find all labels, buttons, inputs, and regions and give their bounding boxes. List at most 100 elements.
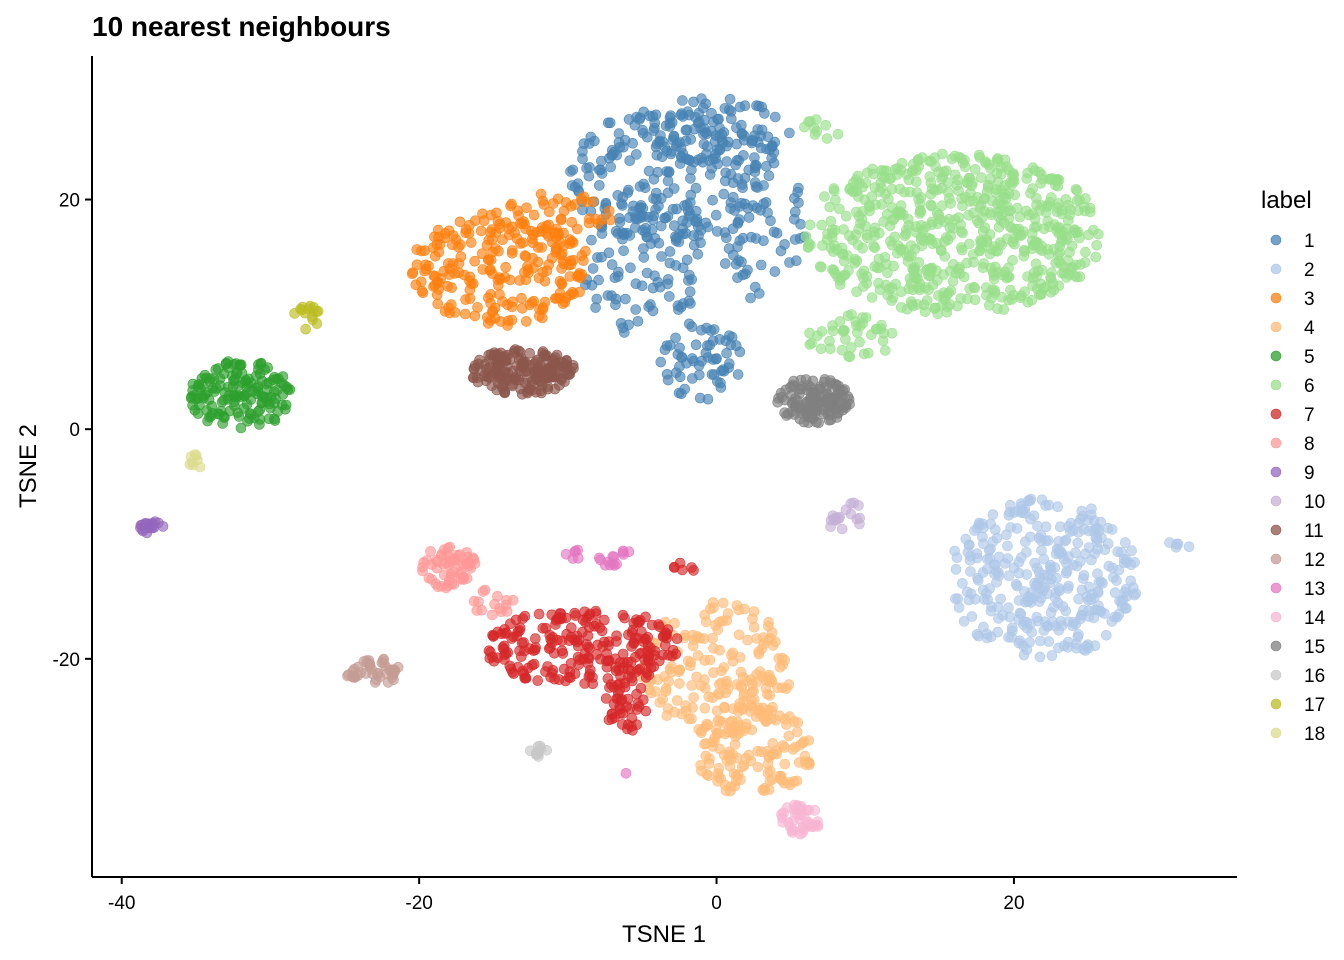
x-axis-ticks: -40 -20 0 20 (108, 877, 1025, 914)
point-label-17 (308, 302, 319, 313)
point-label-4 (738, 690, 750, 702)
point-label-1 (655, 220, 667, 232)
legend-key-1 (1270, 234, 1282, 246)
legend-label-17: 17 (1304, 695, 1325, 716)
point-label-1 (790, 255, 802, 267)
point-label-4 (783, 730, 795, 742)
point-label-6 (918, 299, 930, 311)
point-label-2 (1092, 568, 1103, 580)
legend-key-18 (1270, 727, 1282, 739)
point-label-3 (502, 320, 513, 331)
point-label-15 (813, 417, 824, 429)
point-label-11 (472, 376, 484, 388)
point-label-3 (571, 223, 583, 235)
point-label-1 (746, 137, 758, 149)
point-label-1 (589, 135, 600, 147)
point-label-5 (251, 382, 262, 394)
point-label-6 (804, 219, 816, 231)
point-label-1 (721, 347, 732, 359)
point-label-2 (1103, 560, 1115, 572)
point-label-3 (490, 227, 502, 238)
point-label-3 (556, 248, 568, 259)
point-label-7 (528, 658, 540, 670)
point-label-2 (1015, 552, 1027, 563)
point-label-3 (603, 205, 615, 217)
point-label-5 (261, 378, 272, 390)
point-label-3 (555, 237, 566, 249)
point-label-8 (473, 596, 484, 608)
legend-key-17 (1270, 698, 1282, 710)
point-label-7 (569, 634, 580, 646)
point-label-15 (826, 377, 837, 389)
point-label-2 (1038, 553, 1050, 565)
point-label-11 (550, 370, 561, 382)
point-label-2 (1076, 584, 1088, 596)
point-label-2 (1010, 578, 1022, 590)
point-label-7 (653, 655, 665, 667)
point-label-6 (974, 152, 986, 163)
point-label-6 (984, 248, 996, 260)
point-label-1 (683, 210, 695, 222)
point-label-5 (204, 411, 215, 423)
point-label-6 (836, 344, 848, 356)
point-label-1 (635, 210, 647, 221)
legend-label-15: 15 (1304, 637, 1325, 658)
point-label-7 (688, 565, 699, 576)
point-label-6 (1072, 226, 1084, 238)
point-label-15 (787, 396, 799, 408)
point-label-7 (598, 614, 610, 626)
point-label-5 (241, 387, 253, 399)
point-label-3 (466, 278, 477, 290)
point-label-2 (953, 602, 965, 613)
point-label-2 (1035, 635, 1046, 647)
point-label-5 (188, 390, 200, 401)
point-label-1 (750, 233, 762, 244)
point-label-1 (702, 393, 714, 405)
point-label-1 (660, 120, 672, 131)
point-label-6 (844, 351, 856, 363)
point-label-4 (713, 728, 724, 740)
point-label-12 (352, 661, 364, 673)
point-label-7 (532, 675, 544, 686)
point-label-4 (776, 774, 788, 786)
point-label-1 (736, 256, 747, 268)
point-label-8 (425, 546, 436, 557)
point-label-1 (641, 267, 653, 279)
point-label-2 (1003, 509, 1015, 521)
point-label-1 (711, 353, 722, 364)
point-label-2 (999, 558, 1011, 569)
point-label-3 (525, 225, 537, 237)
point-label-6 (924, 171, 936, 182)
point-label-3 (539, 296, 551, 308)
point-label-1 (720, 335, 732, 347)
legend-key-13 (1270, 582, 1282, 594)
point-label-7 (659, 640, 671, 651)
point-label-3 (464, 220, 475, 231)
point-label-1 (663, 167, 675, 178)
point-label-6 (907, 300, 919, 312)
point-label-7 (544, 642, 556, 653)
point-label-6 (815, 343, 827, 355)
point-label-2 (1042, 570, 1054, 581)
point-label-7 (512, 626, 524, 637)
point-label-3 (555, 213, 567, 225)
point-label-1 (699, 114, 710, 126)
point-label-6 (816, 219, 827, 231)
point-label-6 (876, 199, 888, 210)
point-label-14 (784, 821, 796, 833)
point-label-5 (277, 371, 289, 382)
point-label-2 (1083, 642, 1094, 654)
point-label-4 (692, 650, 704, 661)
point-label-8 (432, 581, 444, 593)
point-label-7 (642, 631, 654, 643)
point-label-1 (704, 339, 716, 351)
point-label-2 (1029, 577, 1040, 589)
point-label-2 (1106, 616, 1118, 627)
point-label-6 (941, 165, 952, 177)
point-label-7 (640, 611, 651, 623)
point-label-3 (465, 237, 477, 248)
point-label-1 (718, 188, 730, 200)
point-label-1 (763, 170, 775, 181)
